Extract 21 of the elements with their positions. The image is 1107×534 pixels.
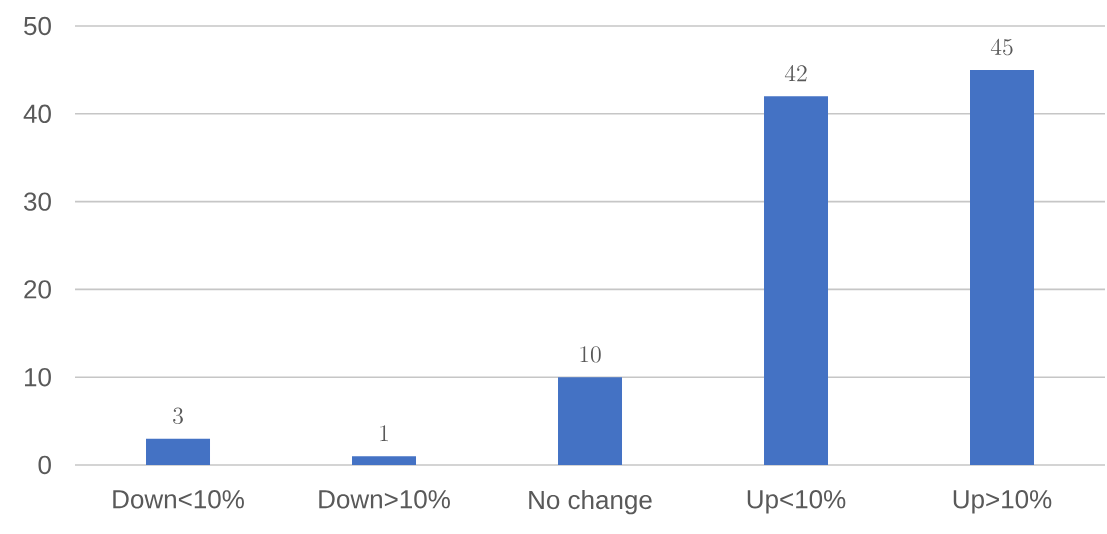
bar [558, 377, 622, 465]
x-tick-label: Up>10% [953, 490, 1052, 514]
y-tick-label: 50 [24, 16, 51, 36]
y-tick-label: 20 [24, 280, 51, 299]
y-tick-label: 40 [23, 104, 51, 123]
x-tick-label: Down<10% [113, 490, 244, 509]
x-tick-label: No change [529, 490, 652, 515]
data-label: 10 [580, 346, 601, 363]
x-tick-label: Down>10% [319, 490, 450, 509]
bar [146, 438, 211, 465]
bar [970, 69, 1034, 465]
y-tick-label: 10 [25, 367, 51, 387]
data-label: 3 [173, 407, 183, 425]
bar [764, 96, 828, 465]
bar [352, 456, 417, 465]
data-label: 45 [990, 38, 1013, 56]
x-tick-label: Up<10% [747, 490, 846, 514]
y-tick-label: 0 [38, 455, 51, 475]
data-label: 42 [784, 64, 807, 82]
y-tick-label: 30 [24, 192, 51, 211]
data-label: 1 [380, 425, 388, 442]
